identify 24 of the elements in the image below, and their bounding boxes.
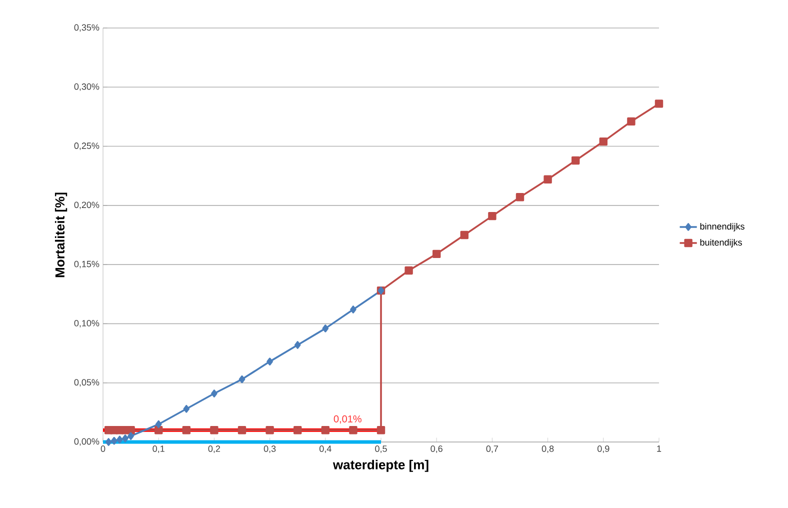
x-tick-label: 0,5 (375, 446, 387, 453)
x-tick-label: 0,2 (208, 446, 220, 453)
y-tick-label: 0,05% (74, 379, 100, 387)
y-tick-label: 0,30% (74, 83, 100, 91)
x-tick-label: 0,1 (152, 446, 164, 453)
annotation: 0,01% (334, 415, 362, 424)
x-tick-label: 0 (100, 446, 106, 452)
y-tick-label: 0,10% (74, 320, 100, 328)
y-tick-label: 0,15% (74, 260, 100, 268)
y-tick-label: 0,20% (74, 202, 100, 210)
x-tick-label: 0,9 (597, 446, 610, 453)
x-tick-label: 0,6 (430, 446, 442, 453)
y-tick-label: 0,00% (74, 438, 100, 446)
x-tick-label: 0,3 (264, 446, 276, 453)
x-tick-label: 1 (657, 446, 662, 452)
y-tick-label: 0,35% (74, 24, 100, 32)
legend-label: binnendijks (700, 222, 744, 232)
y-axis-title: Mortaliteit [%] (54, 192, 68, 278)
x-axis-title: waterdiepte [m] (332, 460, 428, 472)
y-tick-label: 0,25% (74, 142, 100, 150)
x-tick-label: 0,7 (486, 446, 498, 453)
x-tick-label: 0,4 (319, 446, 332, 453)
legend-label: buitendijks (700, 238, 742, 248)
x-tick-label: 0,8 (542, 446, 554, 453)
